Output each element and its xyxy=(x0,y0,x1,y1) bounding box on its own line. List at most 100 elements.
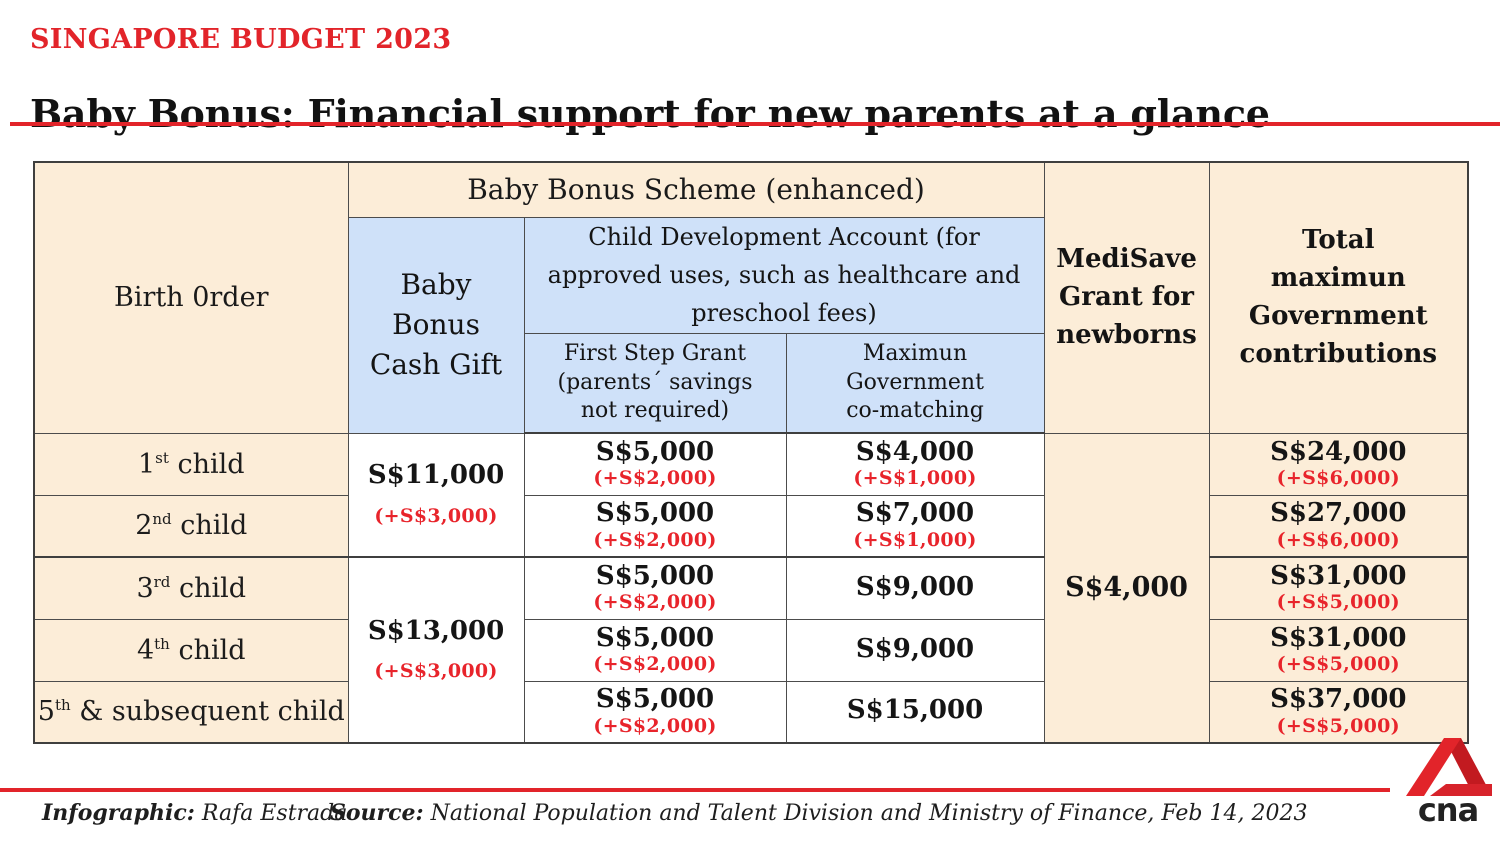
amount-value: S$4,000 xyxy=(855,436,975,467)
amount-delta: (+S$2,000) xyxy=(593,467,717,490)
amount-value: S$13,000 xyxy=(367,615,505,646)
cna-wordmark: cna xyxy=(1417,791,1479,829)
header-co-matching-label: Maximun Government co-matching xyxy=(846,341,984,424)
amount-value: S$5,000 xyxy=(595,684,715,715)
amount-value: S$15,000 xyxy=(846,695,984,726)
amount-delta: (+S$1,000) xyxy=(853,528,977,551)
header-total-label: Total maximun Government contributions xyxy=(1239,225,1438,369)
kicker: SINGAPORE BUDGET 2023 xyxy=(30,24,452,55)
birth-ordinal: nd xyxy=(152,510,172,529)
cna-logo-mark xyxy=(1406,738,1492,796)
amount-value: S$7,000 xyxy=(855,498,975,529)
cna-logo: cna xyxy=(1402,736,1494,832)
birth-rest: child xyxy=(169,634,246,666)
birth-number: 2 xyxy=(135,510,153,542)
amount-value: S$9,000 xyxy=(855,571,975,602)
header-birth-order: Birth 0rder xyxy=(33,161,349,434)
table-row: 5th & subsequent child S$5,000 (+S$2,000)… xyxy=(33,680,1469,744)
source-label: Source: xyxy=(330,800,424,826)
amount-delta: (+S$2,000) xyxy=(593,591,717,614)
amount-delta: (+S$5,000) xyxy=(1276,652,1400,675)
birth-rest: child xyxy=(168,448,245,480)
cell-co-matching: S$15,000 xyxy=(785,680,1045,744)
cell-first-step-grant: S$5,000 (+S$2,000) xyxy=(523,432,787,496)
cell-first-step-grant: S$5,000 (+S$2,000) xyxy=(523,680,787,744)
footer-rule xyxy=(0,788,1390,792)
amount-delta: (+S$3,000) xyxy=(374,659,498,682)
amount-value: S$37,000 xyxy=(1270,684,1407,715)
cell-cash-gift-group-2: S$13,000 (+S$3,000) xyxy=(347,556,525,744)
amount-value: S$27,000 xyxy=(1270,498,1407,529)
header-total: Total maximun Government contributions xyxy=(1208,161,1469,434)
row-birth-label: 5th & subsequent child xyxy=(33,680,349,744)
amount-value: S$5,000 xyxy=(595,622,715,653)
cell-co-matching: S$7,000 (+S$1,000) xyxy=(785,494,1045,558)
cell-medisave-grant: S$4,000 xyxy=(1043,432,1210,744)
birth-ordinal: rd xyxy=(153,572,171,591)
cell-total-contributions: S$31,000 (+S$5,000) xyxy=(1208,556,1469,620)
amount-value: S$5,000 xyxy=(595,436,715,467)
header-first-step-label: First Step Grant (parents´ savings not r… xyxy=(557,341,753,424)
amount-delta: (+S$2,000) xyxy=(593,714,717,737)
birth-rest: child xyxy=(170,572,247,604)
cell-first-step-grant: S$5,000 (+S$2,000) xyxy=(523,556,787,620)
row-birth-label: 4th child xyxy=(33,618,349,682)
amount-value: S$31,000 xyxy=(1270,622,1407,653)
infographic-credit: Infographic: Rafa Estrada xyxy=(42,800,347,826)
header-co-matching: Maximun Government co-matching xyxy=(785,332,1045,435)
birth-rest: & subsequent child xyxy=(70,696,345,728)
header-cash-gift: Baby Bonus Cash Gift xyxy=(347,216,525,434)
source-credit: Source: National Population and Talent D… xyxy=(330,800,1307,826)
cell-total-contributions: S$27,000 (+S$6,000) xyxy=(1208,494,1469,558)
row-birth-label: 3rd child xyxy=(33,556,349,620)
credit-label: Infographic: xyxy=(42,800,195,826)
header-medisave-label: MediSave Grant for newborns xyxy=(1056,244,1197,350)
birth-rest: child xyxy=(171,510,248,542)
cell-total-contributions: S$37,000 (+S$5,000) xyxy=(1208,680,1469,744)
cell-total-contributions: S$31,000 (+S$5,000) xyxy=(1208,618,1469,682)
table-row: 2nd child S$5,000 (+S$2,000) S$7,000 (+S$1… xyxy=(33,494,1469,558)
header-scheme-group: Baby Bonus Scheme (enhanced) xyxy=(347,161,1045,218)
header-cda: Child Development Account (for approved … xyxy=(523,216,1045,334)
cell-co-matching: S$4,000 (+S$1,000) xyxy=(785,432,1045,496)
table-row: 4th child S$5,000 (+S$2,000) S$9,000 S$31… xyxy=(33,618,1469,682)
amount-delta: (+S$6,000) xyxy=(1276,528,1400,551)
birth-number: 1 xyxy=(137,448,156,480)
cell-first-step-grant: S$5,000 (+S$2,000) xyxy=(523,618,787,682)
birth-number: 5 xyxy=(37,696,55,728)
birth-number: 3 xyxy=(136,572,154,604)
row-birth-label: 2nd child xyxy=(33,494,349,558)
birth-ordinal: th xyxy=(154,634,170,653)
cell-cash-gift-group-1: S$11,000 (+S$3,000) xyxy=(347,432,525,558)
cell-total-contributions: S$24,000 (+S$6,000) xyxy=(1208,432,1469,496)
header-first-step: First Step Grant (parents´ savings not r… xyxy=(523,332,787,435)
page-title: Baby Bonus: Financial support for new pa… xyxy=(30,91,1270,137)
table-row: 3rd child S$13,000 (+S$3,000) S$5,000 (+S$… xyxy=(33,556,1469,744)
cell-co-matching: S$9,000 xyxy=(785,618,1045,682)
birth-ordinal: st xyxy=(155,448,169,467)
credit-name: Rafa Estrada xyxy=(201,801,348,826)
header-medisave: MediSave Grant for newborns xyxy=(1043,161,1210,434)
amount-delta: (+S$6,000) xyxy=(1276,466,1400,489)
source-text: National Population and Talent Division … xyxy=(430,801,1308,826)
header-cda-label: Child Development Account (for approved … xyxy=(547,222,1021,328)
header-cash-gift-label: Baby Bonus Cash Gift xyxy=(369,268,503,381)
amount-value: S$9,000 xyxy=(855,633,975,664)
amount-delta: (+S$2,000) xyxy=(593,528,717,551)
birth-number: 4 xyxy=(136,634,155,666)
birth-ordinal: th xyxy=(54,696,71,715)
amount-delta: (+S$5,000) xyxy=(1276,591,1400,614)
title-rule xyxy=(10,122,1500,126)
amount-delta: (+S$1,000) xyxy=(853,467,977,490)
amount-delta: (+S$5,000) xyxy=(1276,714,1400,737)
cell-co-matching: S$9,000 xyxy=(785,556,1045,620)
amount-value: S$4,000 xyxy=(1065,572,1188,604)
amount-value: S$5,000 xyxy=(595,560,715,591)
baby-bonus-table: Birth 0rder Baby Bonus Scheme (enhanced)… xyxy=(33,161,1470,745)
cell-first-step-grant: S$5,000 (+S$2,000) xyxy=(523,494,787,558)
row-birth-label: 1st child xyxy=(33,432,349,496)
amount-value: S$31,000 xyxy=(1270,560,1407,591)
table-row: 1st child S$11,000 (+S$3,000) S$5,000 (+S$… xyxy=(33,432,1469,744)
amount-delta: (+S$2,000) xyxy=(593,652,717,675)
amount-value: S$24,000 xyxy=(1270,436,1407,467)
